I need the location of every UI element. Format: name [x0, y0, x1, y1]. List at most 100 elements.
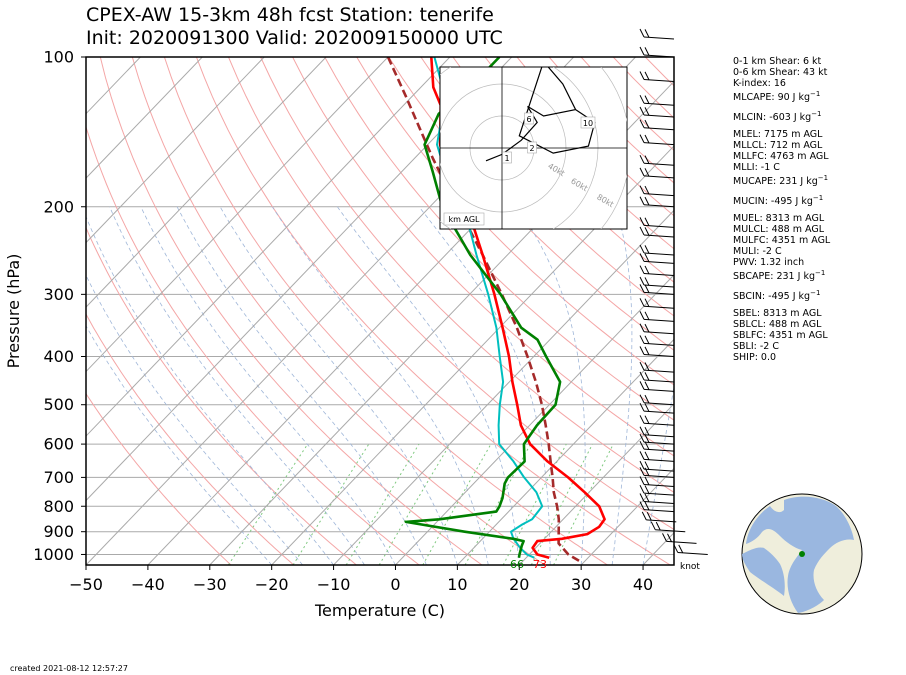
- wind-barb-feather: [644, 403, 650, 412]
- wind-barb-feather: [644, 346, 650, 356]
- dewpoint-profile-line: [404, 57, 562, 558]
- sounding-index-item: MUEL: 8313 m AGL: [733, 213, 825, 224]
- dry-adiabat-line: [163, 57, 608, 565]
- sounding-index-item: MULFC: 4351 m AGL: [733, 235, 831, 246]
- wind-barb-feather: [639, 284, 645, 293]
- wind-barb-feather: [639, 196, 645, 205]
- wind-barb-feather: [644, 71, 650, 81]
- dry-adiabat-line: [420, 57, 674, 317]
- mixing-ratio-line: [292, 443, 370, 565]
- x-tick-label: −30: [193, 575, 227, 594]
- wind-barb-feather: [639, 119, 645, 128]
- dry-adiabat-line: [131, 57, 545, 565]
- wind-barb-feather: [644, 476, 650, 486]
- hodograph-height-box: [502, 151, 512, 164]
- plot-frame: [85, 56, 675, 566]
- x-axis-label: Temperature (C): [314, 601, 445, 620]
- hodograph-height-box: [524, 112, 534, 125]
- wind-barb-feather: [644, 107, 650, 116]
- hodograph-legend-box: [443, 212, 485, 226]
- wind-barb-feather: [650, 521, 656, 530]
- x-tick-label: 0: [390, 575, 400, 594]
- wind-barb-feather: [644, 501, 650, 511]
- wind-barb-feather: [644, 426, 650, 436]
- y-tick-label: 100: [43, 48, 74, 67]
- chart-title-line1: CPEX-AW 15-3km 48h fcst Station: tenerif…: [86, 4, 494, 26]
- isotherm-line: [333, 209, 674, 565]
- dry-adiabat-line: [324, 57, 674, 421]
- isotherm-line: [86, 57, 451, 437]
- wind-barb-feather: [644, 451, 650, 461]
- wind-barb-feather: [644, 227, 650, 236]
- wind-barb-feather: [667, 533, 672, 543]
- sounding-index-item: K-index: 16: [733, 78, 786, 89]
- hodograph-height-label: 10: [583, 119, 593, 128]
- sounding-index-item: PWV: 1.32 inch: [733, 257, 805, 268]
- wind-barb-feather: [644, 284, 650, 293]
- sounding-index-item: SBEL: 8313 m AGL: [733, 308, 822, 319]
- moist-adiabat-line: [271, 206, 489, 565]
- wind-barb-feather: [639, 311, 645, 320]
- wind-barb-feather: [644, 119, 650, 129]
- sounding-index-item: SBLI: -2 C: [733, 341, 779, 352]
- dry-adiabat-line: [388, 57, 674, 351]
- wind-barb-feather: [639, 381, 645, 390]
- station-marker: [799, 551, 805, 557]
- moist-adiabat-line: [176, 206, 427, 565]
- moist-adiabat-line: [517, 206, 586, 565]
- wind-barb-feather: [639, 460, 645, 470]
- wind-barb-feather: [639, 323, 645, 332]
- sounding-index-item: SBCAPE: 231 J kg−1: [733, 269, 826, 283]
- wind-barb-feather: [639, 253, 645, 262]
- surface-dewpoint-label: 66: [510, 558, 524, 571]
- y-tick-label: 800: [43, 497, 74, 516]
- hodograph-legend-label: km AGL: [449, 215, 481, 224]
- wind-barb-feather: [644, 441, 650, 450]
- sounding-index-item: 0-6 km Shear: 43 kt: [733, 67, 828, 78]
- chart-title-line2: Init: 2020091300 Valid: 202009150000 UTC: [86, 27, 503, 49]
- sounding-index-item: SBLFC: 4351 m AGL: [733, 330, 828, 341]
- wind-barb-feather: [644, 335, 650, 345]
- sounding-index-item: MLLI: -1 C: [733, 162, 780, 173]
- isotherm-line: [457, 338, 674, 565]
- wind-barb-feather: [639, 71, 645, 80]
- isotherm-line: [271, 145, 674, 565]
- wind-barb-feather: [639, 451, 645, 460]
- y-tick-label: 200: [43, 197, 74, 216]
- wind-barb-feather: [639, 46, 645, 56]
- wind-barb-feather: [644, 323, 650, 333]
- sounding-index-item: MUCIN: -495 J kg−1: [733, 194, 824, 208]
- x-tick-label: −20: [255, 575, 289, 594]
- dry-adiabat-line: [86, 392, 232, 565]
- wind-barb-feather: [678, 544, 684, 554]
- wind-barb-feather: [639, 94, 645, 104]
- wind-barb-feather: [644, 381, 650, 390]
- wind-barb-feather: [639, 106, 645, 116]
- dry-adiabat-line: [86, 313, 295, 565]
- wind-barbs: [639, 28, 708, 555]
- wind-barb-feather: [644, 298, 650, 307]
- sounding-index-item: MLEL: 7175 m AGL: [733, 129, 823, 140]
- y-tick-label: 1000: [33, 545, 74, 564]
- moist-adiabat-line: [109, 206, 365, 565]
- wind-barb-feather: [639, 493, 645, 502]
- x-tick-label: 20: [509, 575, 529, 594]
- wind-barb-feather: [644, 434, 650, 443]
- wind-barb-feather: [644, 467, 650, 477]
- sounding-index-item: SBCIN: -495 J kg−1: [733, 289, 821, 303]
- isotherm-line: [86, 57, 327, 308]
- wind-barb-feather: [639, 467, 645, 476]
- wind-barb-feather: [639, 371, 645, 381]
- sounding-index-item: MUCAPE: 231 J kg−1: [733, 174, 829, 188]
- hodograph-height-label: 6: [526, 115, 531, 124]
- moist-adiabat-line: [86, 274, 303, 565]
- sounding-index-item: MLLFC: 4763 m AGL: [733, 151, 829, 162]
- wind-barb-feather: [639, 484, 645, 494]
- wind-barb-feather: [639, 134, 645, 143]
- sounding-index-item: 0-1 km Shear: 6 kt: [733, 56, 822, 67]
- station-location-globe: [741, 493, 863, 615]
- wind-barb-feather: [644, 372, 650, 381]
- wind-barb-feather: [639, 226, 645, 236]
